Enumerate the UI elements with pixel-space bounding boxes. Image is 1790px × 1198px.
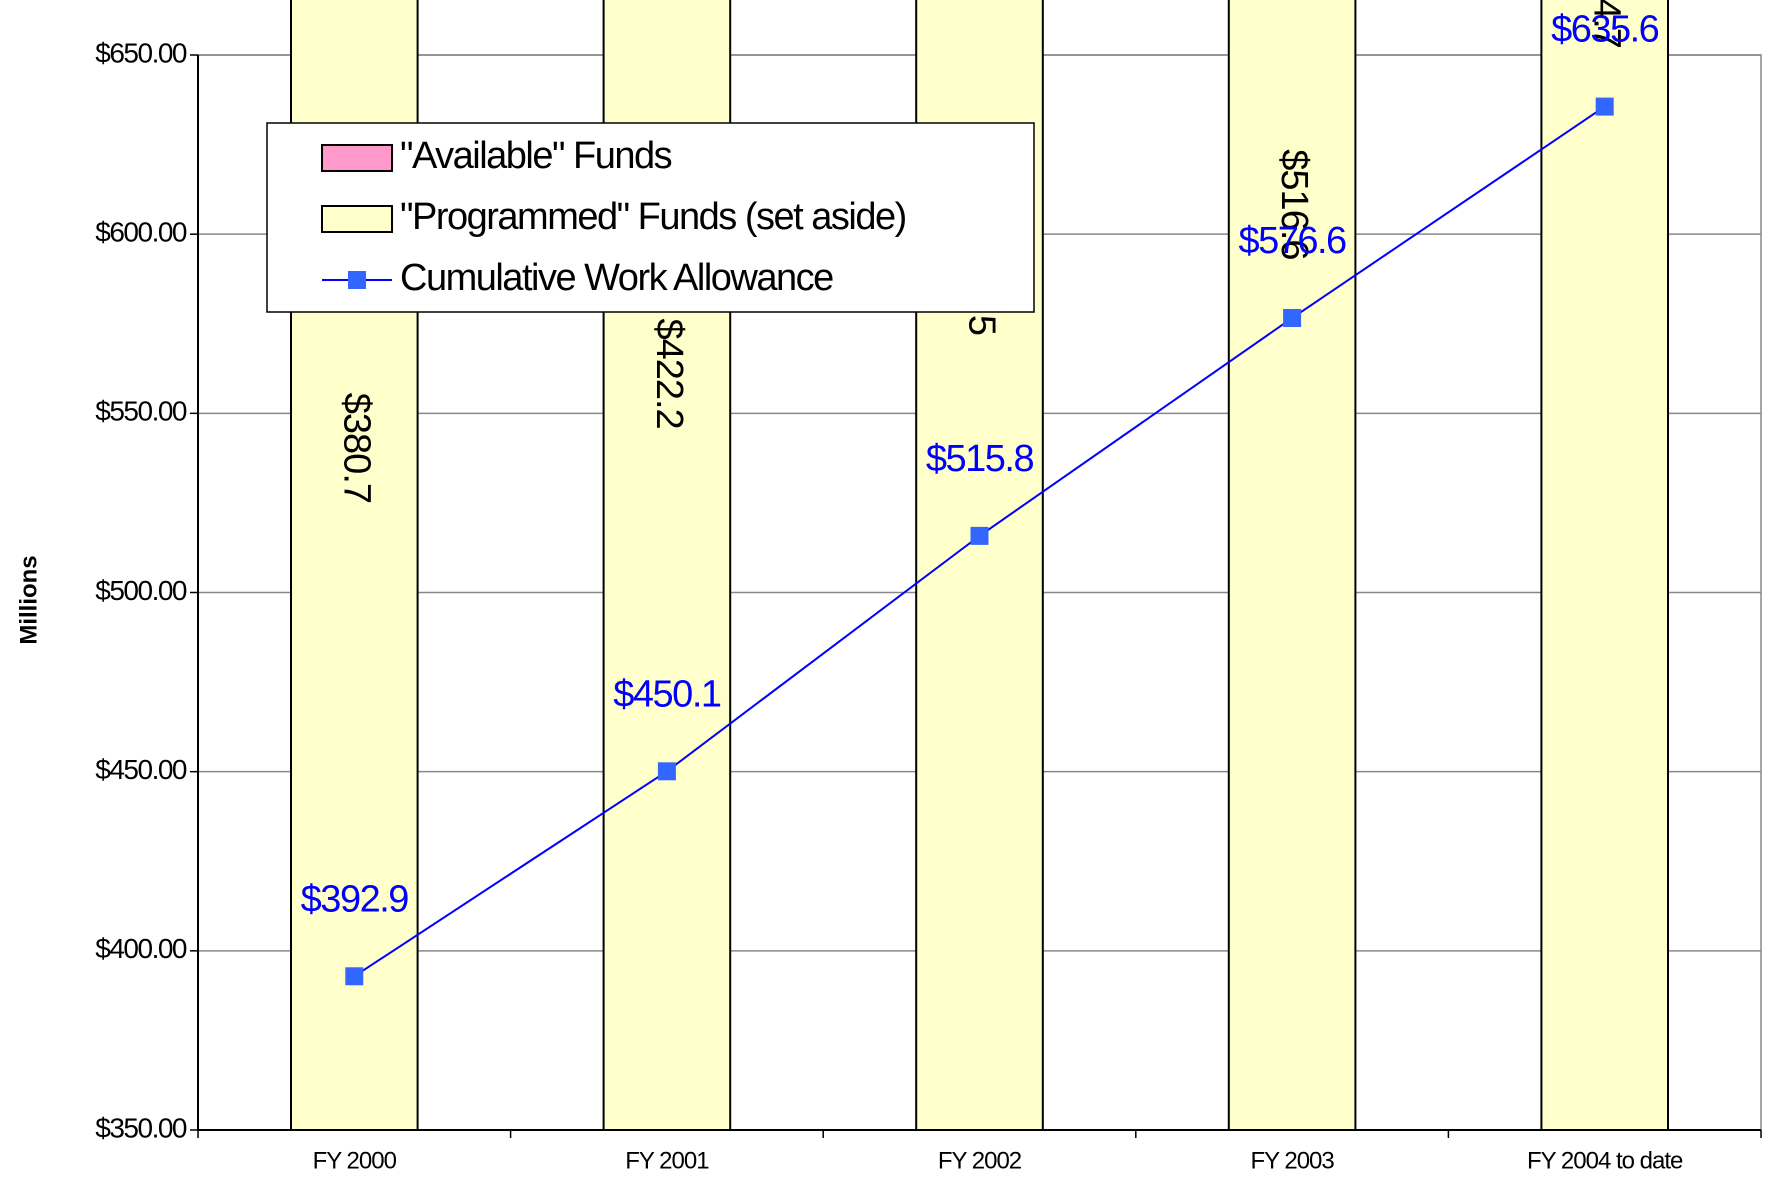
x-tick-label: FY 2001 — [625, 1147, 709, 1174]
x-tick-label: FY 2004 to date — [1527, 1147, 1683, 1174]
y-tick-label: $500.00 — [95, 575, 187, 606]
bar-value-label: $516.6 — [1273, 149, 1315, 259]
y-tick-label: $600.00 — [95, 217, 187, 248]
y-tick-label: $450.00 — [95, 754, 187, 785]
legend-label: Cumulative Work Allowance — [400, 257, 833, 299]
legend-marker — [348, 271, 366, 289]
y-tick-label: $350.00 — [95, 1112, 187, 1143]
legend-swatch — [321, 205, 393, 233]
bar-value-label: $422.2 — [648, 318, 690, 428]
line-value-label: $392.9 — [301, 878, 409, 920]
y-axis-label: Millions — [15, 555, 42, 644]
line-marker — [1283, 309, 1302, 328]
legend-box — [266, 122, 1035, 313]
legend-label: "Available" Funds — [400, 135, 672, 177]
line-marker — [1595, 97, 1614, 116]
line-marker — [345, 967, 364, 986]
line-marker — [970, 526, 989, 545]
bar-value-label: $380.7 — [335, 393, 377, 503]
bar-value-label: $634.7 — [1586, 0, 1628, 48]
x-tick-label: FY 2000 — [313, 1147, 397, 1174]
legend-label: "Programmed" Funds (set aside) — [400, 196, 906, 238]
y-tick-label: $650.00 — [95, 37, 187, 68]
y-tick-label: $400.00 — [95, 933, 187, 964]
line-value-label: $576.6 — [1238, 220, 1346, 262]
bar-segment — [1540, 0, 1670, 1131]
line-value-label: $450.1 — [613, 673, 721, 715]
line-marker — [657, 762, 676, 781]
bar-segment — [1227, 0, 1357, 1131]
line-value-label: $635.6 — [1551, 9, 1659, 51]
x-tick-label: FY 2002 — [938, 1147, 1022, 1174]
line-value-label: $515.8 — [926, 438, 1034, 480]
y-tick-label: $550.00 — [95, 396, 187, 427]
legend-swatch — [321, 144, 393, 172]
x-tick-label: FY 2003 — [1250, 1147, 1334, 1174]
